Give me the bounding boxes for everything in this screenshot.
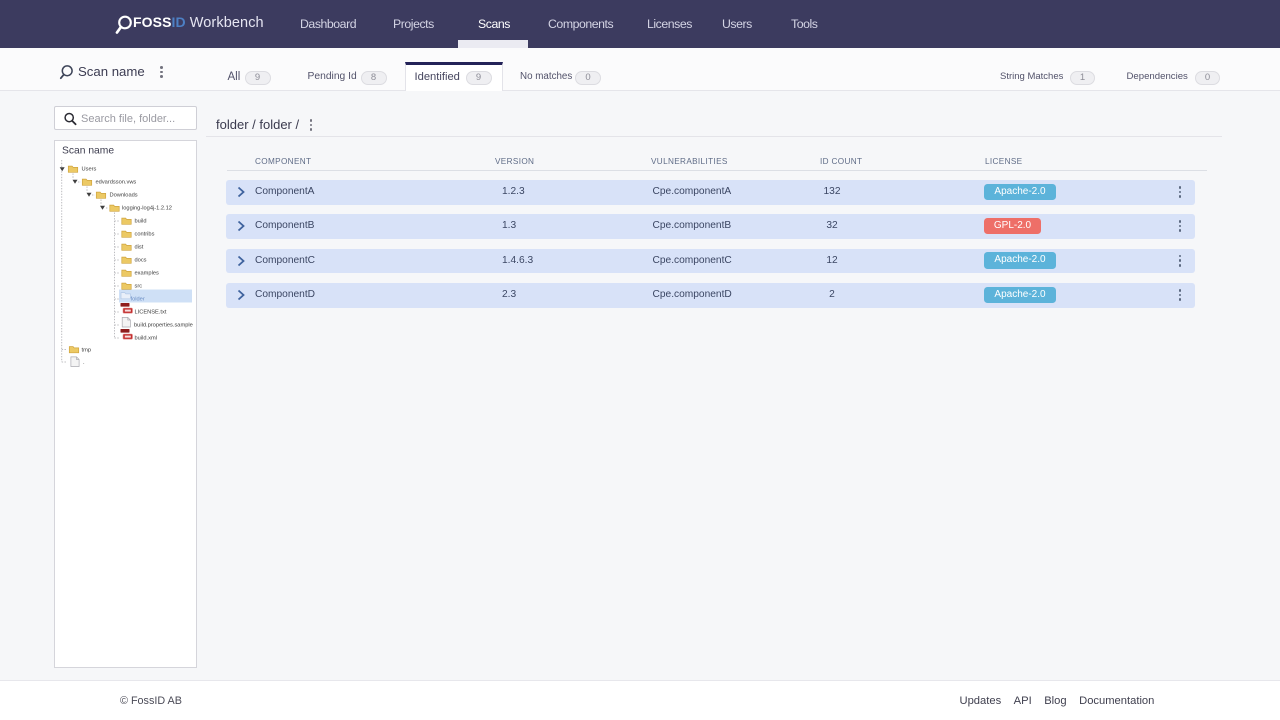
svg-text:build.xml: build.xml [135, 336, 157, 342]
svg-text:Users: Users [82, 167, 97, 173]
svg-text:logging-log4j-1.2.12: logging-log4j-1.2.12 [122, 206, 172, 212]
svg-text:edvardsson.vws: edvardsson.vws [96, 180, 137, 186]
svg-text:build: build [135, 219, 147, 225]
svg-text:examples: examples [135, 271, 159, 277]
svg-text:tmp: tmp [82, 348, 91, 354]
svg-text:contribs: contribs [135, 232, 155, 238]
svg-text:dist: dist [135, 245, 144, 251]
svg-text:src: src [135, 284, 143, 290]
svg-text:docs: docs [135, 258, 147, 264]
svg-text:Downloads: Downloads [110, 193, 138, 199]
svg-text:LICENSE.txt: LICENSE.txt [135, 310, 167, 316]
svg-text:.: . [83, 360, 85, 366]
svg-text:Scan name: Scan name [62, 146, 114, 157]
svg-text:folder: folder [131, 297, 145, 303]
svg-text:build.properties.sample: build.properties.sample [134, 323, 193, 329]
